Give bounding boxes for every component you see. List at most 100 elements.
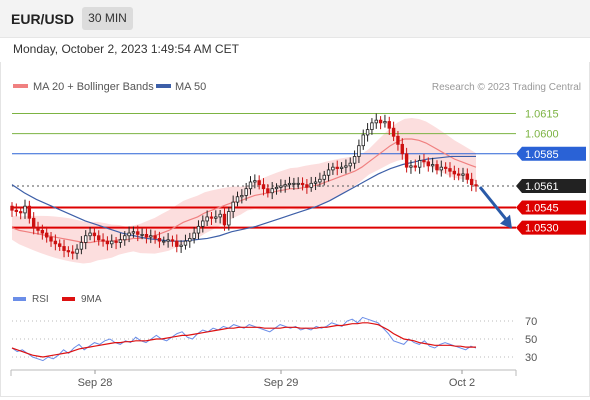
- candle-body: [261, 184, 266, 190]
- candle: [231, 195, 235, 219]
- rsi-legend-swatch: [13, 297, 26, 301]
- candle: [97, 230, 101, 246]
- candle: [383, 114, 387, 128]
- candle: [430, 157, 435, 173]
- candle: [92, 226, 97, 243]
- candle: [344, 159, 348, 174]
- candle-body: [417, 160, 422, 168]
- candle-body: [92, 232, 97, 237]
- candle: [335, 160, 339, 176]
- rsi-ma-line: [11, 322, 476, 358]
- candle-body: [36, 227, 40, 231]
- forecast-arrow-layer: [478, 186, 512, 229]
- candle: [222, 207, 227, 231]
- candle: [131, 226, 136, 238]
- candle-body: [58, 243, 62, 247]
- candle-body: [196, 225, 201, 234]
- candle-body: [157, 238, 162, 242]
- candle-body: [183, 240, 188, 246]
- candle: [166, 233, 170, 248]
- candle-body: [443, 166, 448, 169]
- candle: [144, 228, 149, 244]
- candle-body: [62, 246, 66, 251]
- candle-body: [296, 182, 300, 185]
- candle: [370, 118, 374, 135]
- candle-body: [175, 240, 179, 247]
- rsi-line: [11, 316, 477, 362]
- candle-body: [40, 229, 45, 234]
- candle: [105, 236, 110, 251]
- candle: [10, 202, 14, 217]
- candle: [309, 176, 313, 192]
- candle: [300, 177, 305, 191]
- candle: [53, 234, 58, 251]
- rsi-ma-legend-swatch: [62, 297, 75, 301]
- candle-body: [279, 185, 283, 188]
- candle-body: [404, 153, 409, 168]
- candle-body: [370, 122, 374, 130]
- candle: [179, 240, 183, 253]
- candle-body: [227, 211, 231, 226]
- ma50-line: [11, 155, 476, 242]
- resistance-label: 1.0600: [525, 129, 559, 141]
- rsi-panel: 70 50 30: [11, 316, 537, 364]
- candle-body: [313, 181, 318, 184]
- candle: [214, 210, 218, 223]
- candles-layer: [10, 113, 478, 260]
- candle: [23, 199, 27, 219]
- candle-body: [105, 240, 110, 245]
- candle: [201, 215, 205, 233]
- candle: [413, 159, 417, 172]
- candle-body: [27, 205, 32, 219]
- candle-body: [240, 195, 244, 198]
- candle-body: [387, 121, 391, 129]
- candle: [348, 157, 352, 172]
- support-tag: [516, 200, 586, 215]
- candle: [452, 165, 457, 181]
- candle-body: [331, 166, 335, 171]
- candle: [149, 229, 153, 244]
- candle: [45, 226, 49, 243]
- forecast-arrow-head: [500, 214, 512, 229]
- candle-body: [144, 233, 149, 238]
- candle-body: [23, 205, 27, 214]
- candle: [153, 230, 157, 244]
- support-tag-label: 1.0530: [525, 223, 559, 235]
- candle-body: [53, 240, 58, 245]
- candle: [79, 236, 84, 255]
- time-tick-label: Sep 29: [264, 377, 299, 389]
- candle: [49, 231, 53, 247]
- candle: [443, 162, 448, 174]
- candle-body: [413, 165, 417, 168]
- candle: [318, 172, 322, 188]
- credit-label: Research © 2023 Trading Central: [432, 82, 581, 93]
- candle-body: [31, 217, 36, 229]
- candle-body: [357, 145, 361, 157]
- candle: [439, 160, 443, 177]
- candle-body: [361, 134, 365, 147]
- candle-body: [283, 184, 287, 187]
- candle: [118, 233, 123, 248]
- pivot-tag-label: 1.0585: [525, 149, 559, 161]
- candle-body: [300, 182, 305, 186]
- candle: [196, 220, 201, 240]
- candle: [296, 177, 300, 189]
- candle-body: [18, 211, 23, 214]
- candle-body: [287, 182, 292, 186]
- candle: [361, 129, 365, 150]
- candle-body: [71, 251, 75, 254]
- candle-body: [426, 161, 430, 167]
- candle: [417, 155, 422, 174]
- candle: [426, 157, 430, 172]
- candle-body: [274, 186, 279, 190]
- pivot-tag: [516, 146, 586, 161]
- header-divider: [0, 37, 590, 38]
- timeframe-button[interactable]: 30 MIN: [82, 7, 133, 30]
- candle-body: [352, 156, 357, 164]
- candle: [192, 226, 196, 244]
- candle-body: [110, 240, 114, 245]
- time-tick-label: Sep 28: [78, 377, 113, 389]
- resistance-label: 1.0615: [525, 108, 559, 120]
- candle-body: [344, 165, 348, 168]
